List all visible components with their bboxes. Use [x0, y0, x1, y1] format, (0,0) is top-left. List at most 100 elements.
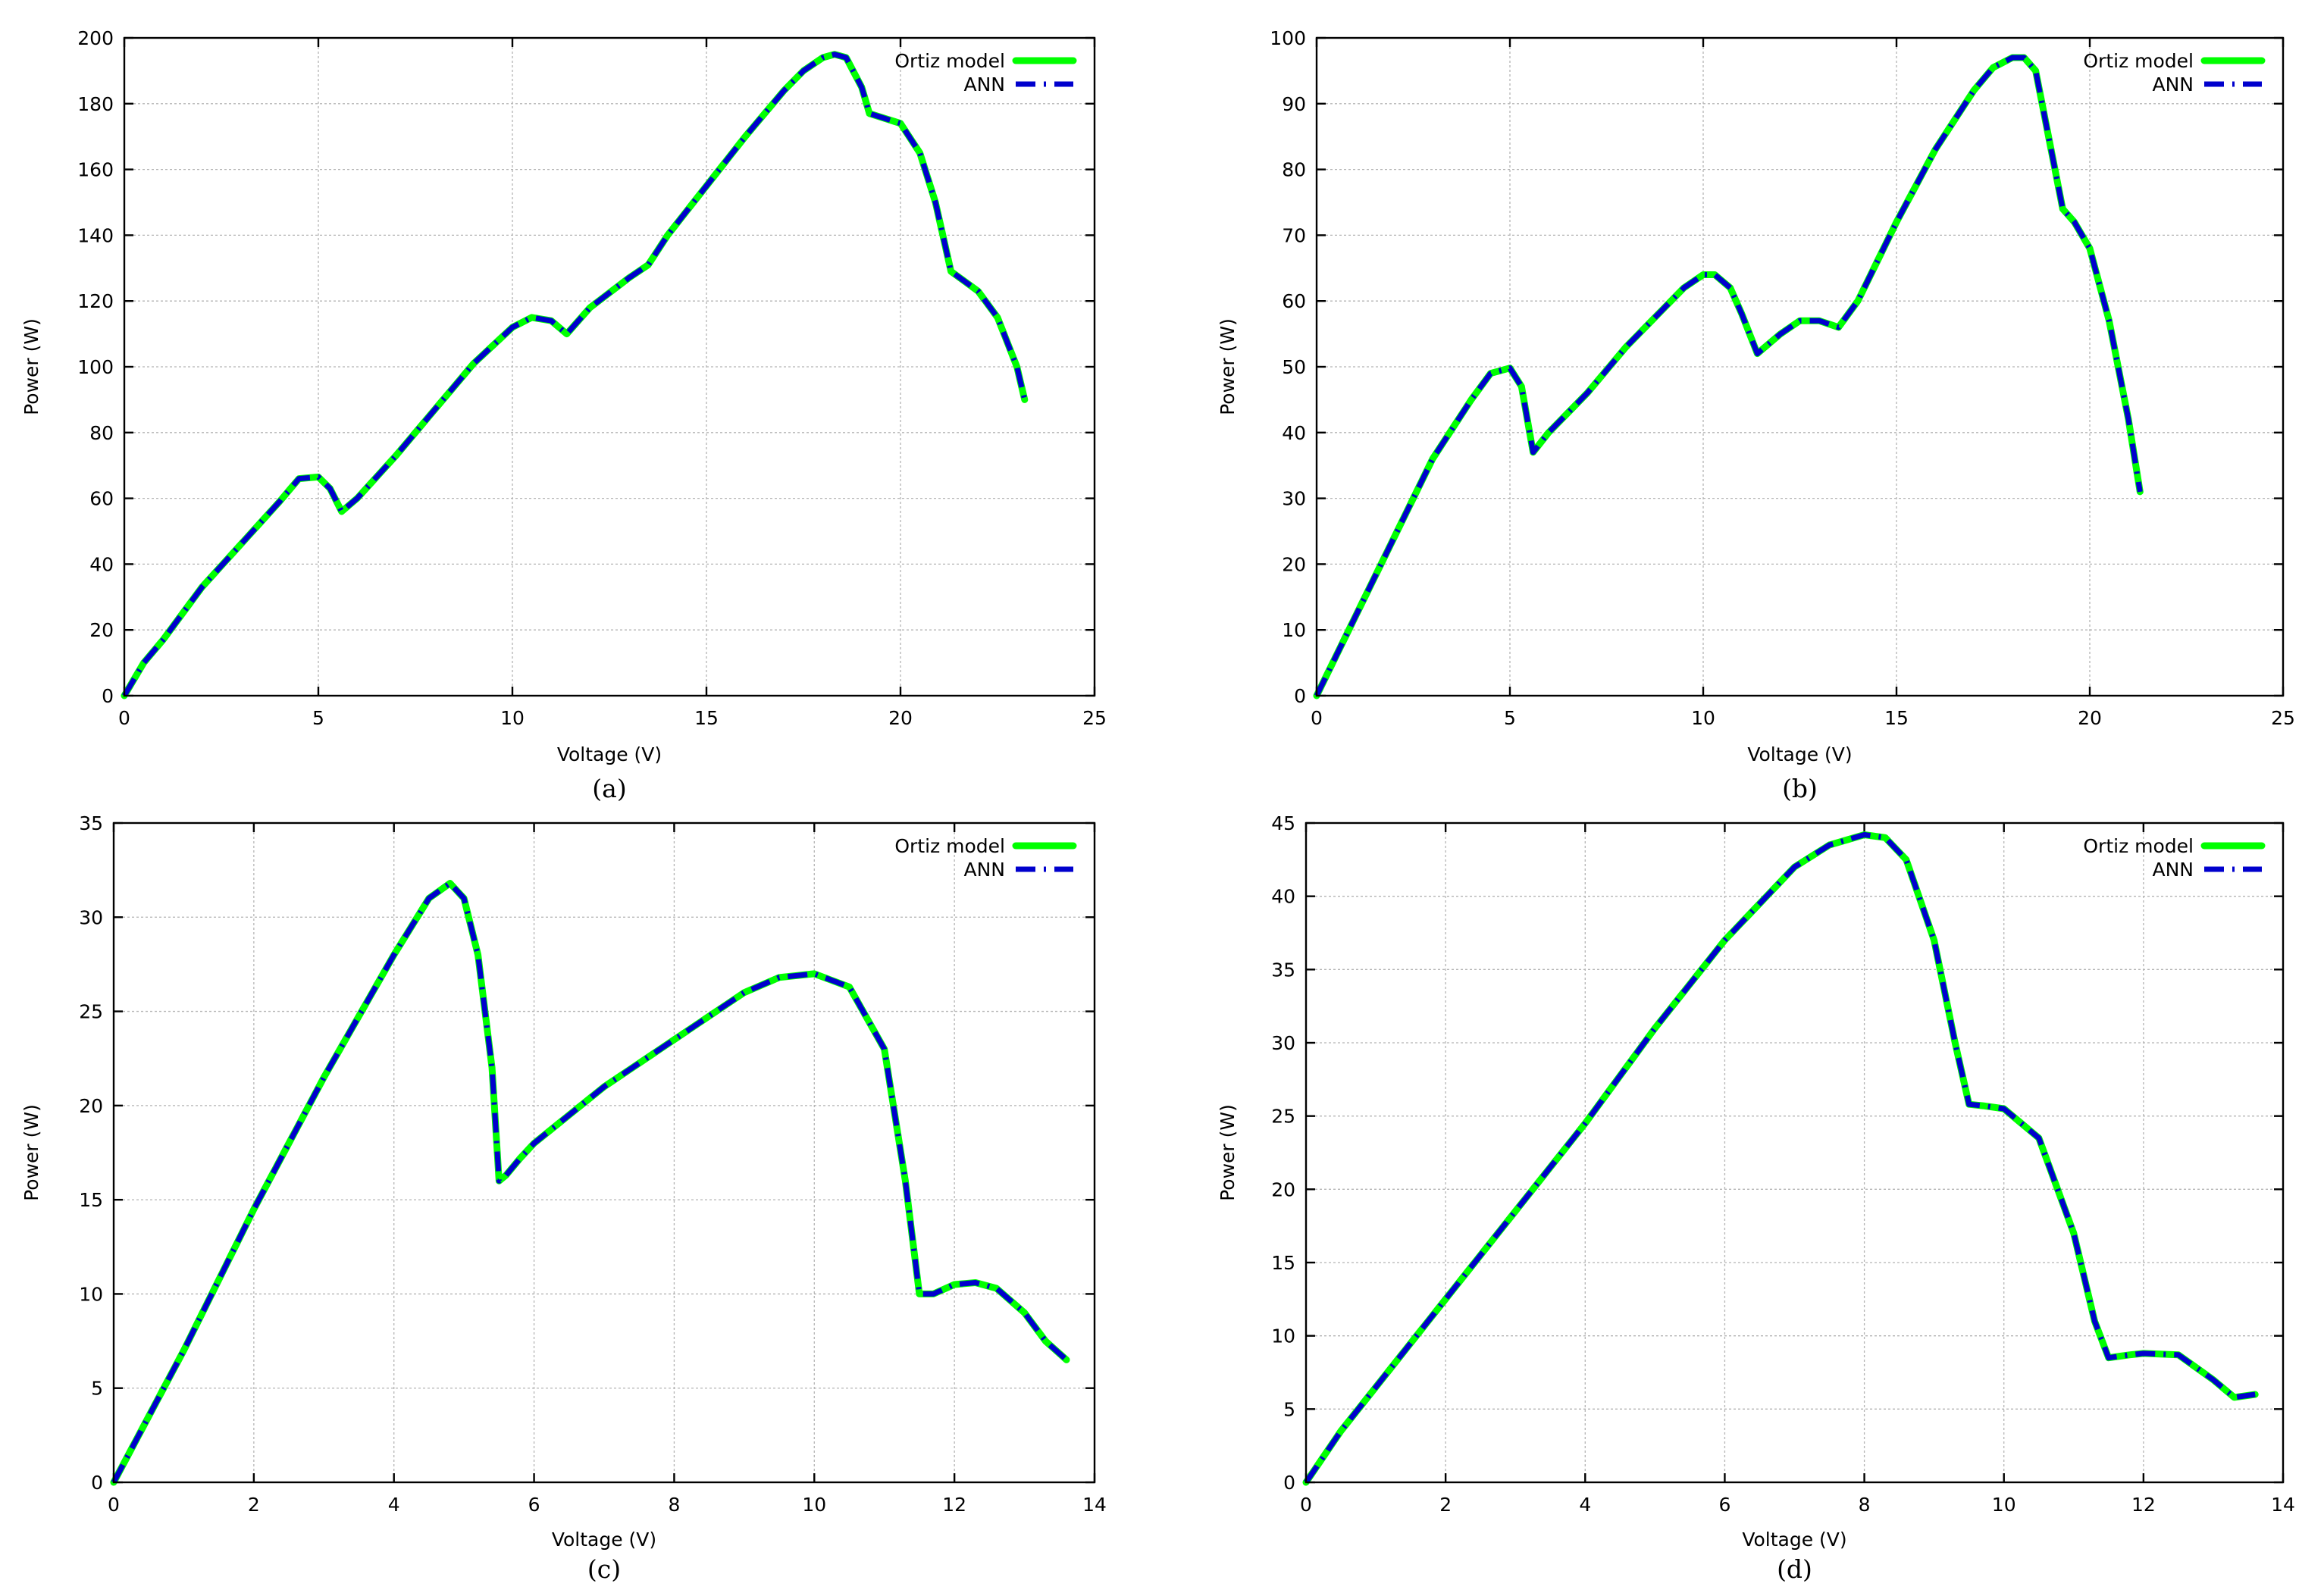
- y-axis-title: Power (W): [20, 318, 42, 415]
- y-tick-label: 45: [1271, 812, 1295, 834]
- y-tick-label: 15: [79, 1189, 103, 1211]
- y-tick-label: 60: [89, 488, 114, 510]
- y-tick-label: 100: [1270, 27, 1306, 49]
- legend-label: Ortiz model: [894, 50, 1005, 72]
- x-tick-label: 10: [500, 707, 525, 729]
- x-tick-label: 15: [1884, 707, 1909, 729]
- series-ortiz-model-line: [121, 51, 1029, 699]
- y-tick-label: 100: [77, 356, 114, 378]
- panel-label: (d): [1777, 1554, 1812, 1584]
- y-tick-label: 50: [1282, 356, 1306, 378]
- x-axis-title: Voltage (V): [552, 1529, 656, 1551]
- legend-label: ANN: [963, 74, 1005, 95]
- y-tick-label: 20: [79, 1095, 103, 1117]
- y-tick-label: 160: [77, 159, 114, 181]
- y-tick-label: 80: [89, 422, 114, 444]
- y-tick-label: 10: [1282, 619, 1306, 641]
- y-tick-label: 90: [1282, 93, 1306, 115]
- y-tick-label: 40: [1282, 422, 1306, 444]
- legend-label: Ortiz model: [894, 835, 1005, 857]
- y-tick-label: 180: [77, 93, 114, 115]
- y-tick-label: 35: [1271, 959, 1295, 981]
- y-tick-label: 10: [79, 1283, 103, 1305]
- legend-label: ANN: [963, 859, 1005, 881]
- y-tick-label: 10: [1271, 1325, 1295, 1347]
- x-tick-label: 10: [1691, 707, 1715, 729]
- plot-frame: [1315, 36, 2285, 697]
- legend-label: ANN: [2152, 74, 2194, 95]
- x-tick-label: 25: [1082, 707, 1107, 729]
- x-tick-label: 10: [1992, 1494, 2016, 1516]
- plot-frame: [112, 821, 1096, 1484]
- x-tick-label: 12: [942, 1494, 966, 1516]
- y-tick-label: 0: [91, 1472, 103, 1494]
- x-tick-label: 25: [2271, 707, 2295, 729]
- y-tick-label: 40: [1271, 886, 1295, 908]
- x-axis-title: Voltage (V): [1742, 1529, 1846, 1551]
- y-tick-label: 5: [1283, 1398, 1295, 1420]
- legend-label: ANN: [2152, 859, 2194, 881]
- x-tick-label: 2: [248, 1494, 260, 1516]
- panel-label: (c): [587, 1554, 621, 1584]
- legend-label: Ortiz model: [2083, 835, 2194, 857]
- series-ortiz-model-line: [1313, 54, 2144, 699]
- y-tick-label: 0: [102, 685, 114, 707]
- series-ortiz-model-line: [1302, 831, 2259, 1486]
- panel-d: 0 2 4 6 8 10 12 14 0 5 10 15 20 25 30 35 40 45 Ortiz model…: [1217, 812, 2295, 1584]
- panel-a: 0 5 10 15 20 25 0 20 40 60 80 100 120 140 160 180 200 Ort…: [20, 27, 1107, 803]
- y-tick-label: 80: [1282, 159, 1306, 181]
- y-tick-label: 70: [1282, 224, 1306, 246]
- x-axis-title: Voltage (V): [557, 743, 662, 765]
- y-tick-label: 30: [1271, 1032, 1295, 1054]
- x-tick-label: 5: [312, 707, 324, 729]
- y-tick-label: 120: [77, 290, 114, 312]
- x-tick-label: 14: [1082, 1494, 1107, 1516]
- plot-frame: [1305, 821, 2285, 1484]
- y-tick-label: 60: [1282, 290, 1306, 312]
- panel-b: 0 5 10 15 20 25 0 10 20 30 40 50 60 70 80 90 100 Ortiz mo…: [1217, 27, 2295, 803]
- y-tick-label: 20: [1271, 1178, 1295, 1200]
- x-tick-label: 0: [1311, 707, 1323, 729]
- x-tick-label: 20: [888, 707, 913, 729]
- x-tick-label: 4: [388, 1494, 400, 1516]
- y-tick-label: 0: [1283, 1472, 1295, 1494]
- series-ann-line: [1304, 832, 2256, 1484]
- panel-label: (b): [1782, 774, 1818, 803]
- x-tick-label: 0: [108, 1494, 120, 1516]
- y-tick-label: 20: [1282, 553, 1306, 575]
- plot-frame: [123, 36, 1096, 697]
- x-tick-label: 4: [1579, 1494, 1591, 1516]
- series-ann-line: [111, 881, 1069, 1484]
- x-tick-label: 6: [1718, 1494, 1730, 1516]
- series-ann-line: [121, 52, 1028, 697]
- y-tick-label: 0: [1294, 685, 1306, 707]
- y-tick-label: 30: [79, 906, 103, 928]
- y-tick-label: 140: [77, 224, 114, 246]
- panel-label: (a): [592, 774, 626, 803]
- x-tick-label: 0: [1300, 1494, 1312, 1516]
- y-tick-label: 25: [79, 1001, 103, 1023]
- y-axis-title: Power (W): [20, 1104, 42, 1201]
- x-tick-label: 0: [118, 707, 130, 729]
- x-tick-label: 8: [668, 1494, 680, 1516]
- series-ortiz-model-line: [110, 880, 1070, 1486]
- x-tick-label: 6: [528, 1494, 540, 1516]
- y-axis-title: Power (W): [1217, 1104, 1239, 1201]
- x-tick-label: 2: [1439, 1494, 1452, 1516]
- x-axis-title: Voltage (V): [1747, 743, 1852, 765]
- y-axis-title: Power (W): [1217, 318, 1239, 415]
- x-tick-label: 5: [1504, 707, 1516, 729]
- y-tick-label: 5: [91, 1378, 103, 1400]
- y-tick-label: 25: [1271, 1106, 1295, 1128]
- x-tick-label: 14: [2271, 1494, 2295, 1516]
- y-tick-label: 35: [79, 812, 103, 834]
- legend-label: Ortiz model: [2083, 50, 2194, 72]
- x-tick-label: 10: [802, 1494, 826, 1516]
- y-tick-label: 40: [89, 553, 114, 575]
- x-tick-label: 20: [2078, 707, 2102, 729]
- y-tick-label: 15: [1271, 1252, 1295, 1274]
- x-tick-label: 15: [694, 707, 719, 729]
- x-tick-label: 12: [2131, 1494, 2156, 1516]
